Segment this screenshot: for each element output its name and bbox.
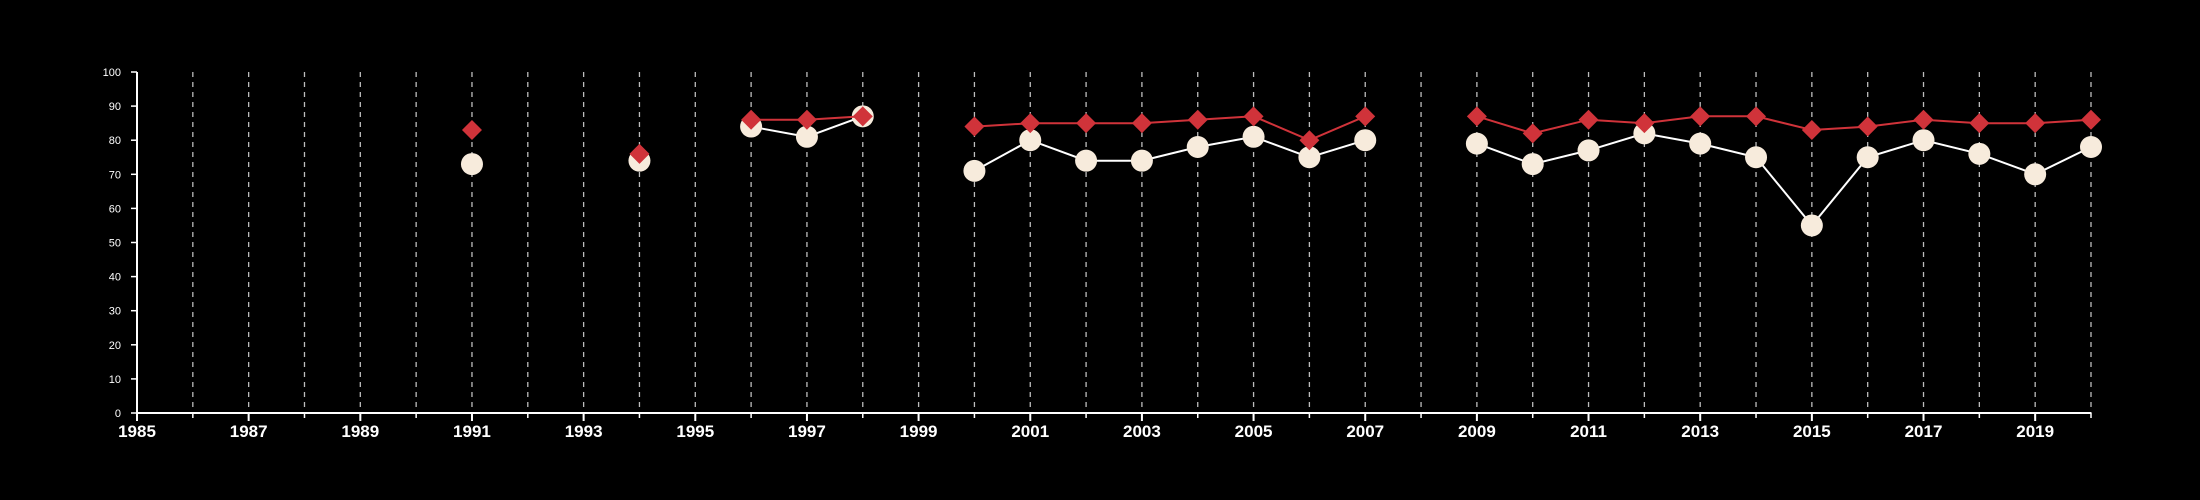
diamond-point-2009 bbox=[1466, 106, 1487, 127]
diamond-point-2019 bbox=[2025, 113, 2046, 134]
circle-point-2017 bbox=[1912, 129, 1935, 152]
circle-point-2001 bbox=[1019, 129, 1042, 152]
x-tick-label-1999: 1999 bbox=[900, 422, 938, 441]
x-tick-label-2005: 2005 bbox=[1235, 422, 1273, 441]
diamond-point-2012 bbox=[1634, 113, 1655, 134]
circle-point-1997 bbox=[795, 125, 818, 148]
x-tick-label-2011: 2011 bbox=[1570, 422, 1607, 441]
diamond-point-2005 bbox=[1243, 106, 1264, 127]
series-circle-line-4 bbox=[1476, 132, 2092, 227]
circle-point-2000 bbox=[963, 159, 986, 182]
series-diamond bbox=[461, 106, 2101, 164]
circle-point-2009 bbox=[1465, 132, 1488, 155]
x-tick-label-2019: 2019 bbox=[2016, 422, 2054, 441]
diamond-point-2017 bbox=[1913, 109, 1934, 130]
diamond-point-2001 bbox=[1020, 113, 1041, 134]
diamond-point-2004 bbox=[1187, 109, 1208, 130]
diamond-point-2011 bbox=[1578, 109, 1599, 130]
y-tick-label-40: 40 bbox=[109, 272, 121, 284]
x-tick-label-1997: 1997 bbox=[788, 422, 826, 441]
y-tick-label-50: 50 bbox=[109, 238, 121, 250]
circle-point-2007 bbox=[1354, 129, 1377, 152]
diamond-point-1994 bbox=[629, 143, 650, 164]
y-tick-label-90: 90 bbox=[109, 101, 121, 113]
diamond-point-2002 bbox=[1076, 113, 1097, 134]
y-tick-label-0: 0 bbox=[115, 408, 121, 420]
circle-point-2005 bbox=[1242, 125, 1265, 148]
circle-point-2013 bbox=[1689, 132, 1712, 155]
circle-point-2012 bbox=[1633, 122, 1656, 145]
circle-point-2020 bbox=[2080, 136, 2102, 159]
diamond-point-1998 bbox=[852, 106, 873, 127]
circle-point-2014 bbox=[1745, 146, 1768, 169]
x-tick-label-2007: 2007 bbox=[1346, 422, 1384, 441]
y-tick-label-80: 80 bbox=[109, 135, 121, 147]
y-tick-label-20: 20 bbox=[109, 340, 121, 352]
x-tick-label-1995: 1995 bbox=[676, 422, 714, 441]
x-tick-label-1985: 1985 bbox=[118, 422, 156, 441]
y-tick-label-10: 10 bbox=[109, 374, 121, 386]
diamond-point-2015 bbox=[1801, 119, 1822, 140]
diamond-point-2014 bbox=[1746, 106, 1767, 127]
diamond-point-2003 bbox=[1131, 113, 1152, 134]
circle-point-2010 bbox=[1521, 153, 1544, 176]
x-tick-label-1989: 1989 bbox=[341, 422, 379, 441]
x-tick-label-2003: 2003 bbox=[1123, 422, 1161, 441]
x-tick-label-2017: 2017 bbox=[1905, 422, 1943, 441]
diamond-point-2020 bbox=[2081, 109, 2101, 130]
x-tick-label-1993: 1993 bbox=[565, 422, 603, 441]
diamond-point-2010 bbox=[1522, 123, 1543, 144]
circle-point-2018 bbox=[1968, 142, 1991, 165]
x-tick-label-2013: 2013 bbox=[1681, 422, 1719, 441]
diamond-point-2018 bbox=[1969, 113, 1990, 134]
y-tick-label-100: 100 bbox=[103, 67, 121, 79]
y-tick-label-30: 30 bbox=[109, 306, 121, 318]
circle-point-2019 bbox=[2024, 163, 2047, 186]
series-circle bbox=[460, 105, 2102, 237]
x-tick-label-2001: 2001 bbox=[1011, 422, 1049, 441]
circle-point-1991 bbox=[460, 153, 483, 176]
diamond-point-1991 bbox=[461, 119, 482, 140]
diamond-point-1997 bbox=[796, 109, 817, 130]
circle-point-2003 bbox=[1130, 149, 1153, 172]
diamond-point-2000 bbox=[964, 116, 985, 137]
circle-point-2004 bbox=[1186, 136, 1209, 159]
circle-point-2002 bbox=[1075, 149, 1098, 172]
circle-point-2015 bbox=[1800, 214, 1823, 237]
circle-point-2006 bbox=[1298, 146, 1321, 169]
circle-point-2011 bbox=[1577, 139, 1600, 162]
x-tick-label-1987: 1987 bbox=[230, 422, 268, 441]
axes: 1985 1987 1989 1991 1993 1995 1997 1999 2001 2003… bbox=[103, 67, 2092, 441]
x-tick-label-2009: 2009 bbox=[1458, 422, 1496, 441]
y-tick-label-70: 70 bbox=[109, 169, 121, 181]
diamond-point-2013 bbox=[1690, 106, 1711, 127]
x-tick-label-1991: 1991 bbox=[453, 422, 491, 441]
circle-point-2016 bbox=[1856, 146, 1879, 169]
y-tick-label-60: 60 bbox=[109, 203, 121, 215]
diamond-point-2016 bbox=[1857, 116, 1878, 137]
gridlines bbox=[192, 72, 2092, 413]
diamond-point-2007 bbox=[1355, 106, 1376, 127]
series-diamond-line-4 bbox=[1476, 115, 2092, 135]
series-layer bbox=[460, 105, 2102, 237]
x-tick-label-2015: 2015 bbox=[1793, 422, 1831, 441]
diamond-point-1996 bbox=[741, 109, 762, 130]
diamond-point-2006 bbox=[1299, 130, 1320, 151]
